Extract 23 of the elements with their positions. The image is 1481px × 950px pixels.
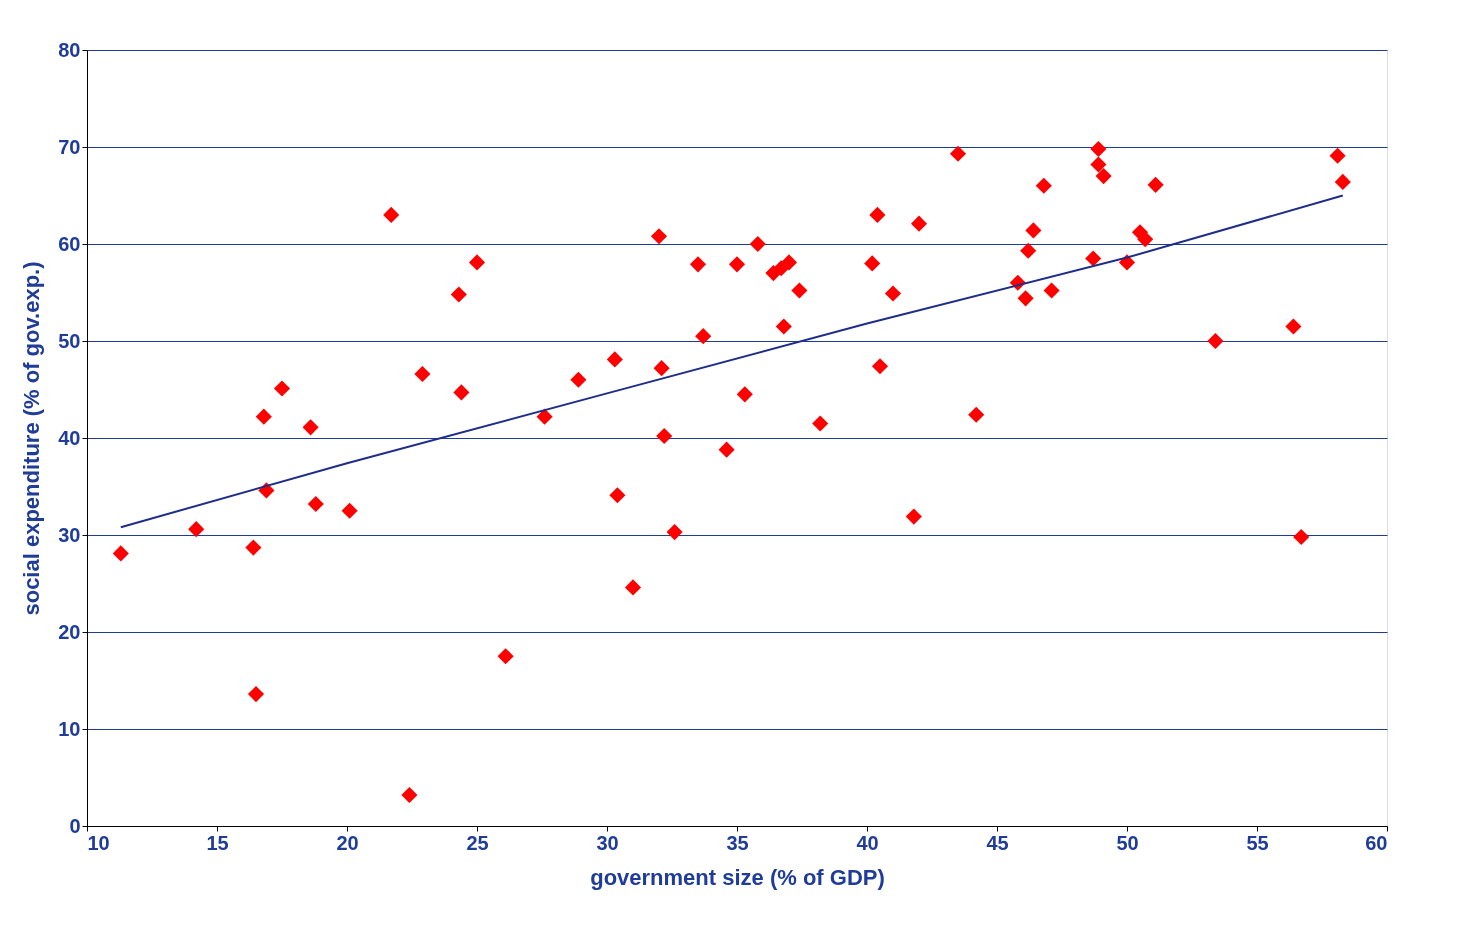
y-axis-title: social expenditure (% of gov.exp.) xyxy=(19,261,45,616)
y-tick-label: 80 xyxy=(58,38,81,61)
x-tick-label: 50 xyxy=(1116,831,1139,854)
y-tick-label: 0 xyxy=(69,814,81,837)
x-tick-label: 20 xyxy=(336,831,359,854)
x-tick-label: 15 xyxy=(206,831,229,854)
x-tick-label: 60 xyxy=(1365,831,1388,854)
y-tick-label: 20 xyxy=(58,620,81,643)
y-tick-label: 10 xyxy=(58,717,81,740)
x-tick-label: 45 xyxy=(986,831,1009,854)
x-tick-label: 25 xyxy=(466,831,489,854)
y-tick-label: 60 xyxy=(58,232,81,255)
line-series xyxy=(119,194,1344,529)
y-tick-label: 30 xyxy=(58,523,81,546)
x-tick-label: 40 xyxy=(856,831,879,854)
x-tick-label: 10 xyxy=(87,831,110,854)
x-tick-label: 35 xyxy=(726,831,749,854)
x-tick-label: 55 xyxy=(1246,831,1269,854)
y-tick-label: 50 xyxy=(58,329,81,352)
y-tick-label: 70 xyxy=(58,135,81,158)
x-axis-title: government size (% of GDP) xyxy=(590,864,885,890)
x-tick-label: 30 xyxy=(596,831,619,854)
y-tick-label: 40 xyxy=(58,426,81,449)
